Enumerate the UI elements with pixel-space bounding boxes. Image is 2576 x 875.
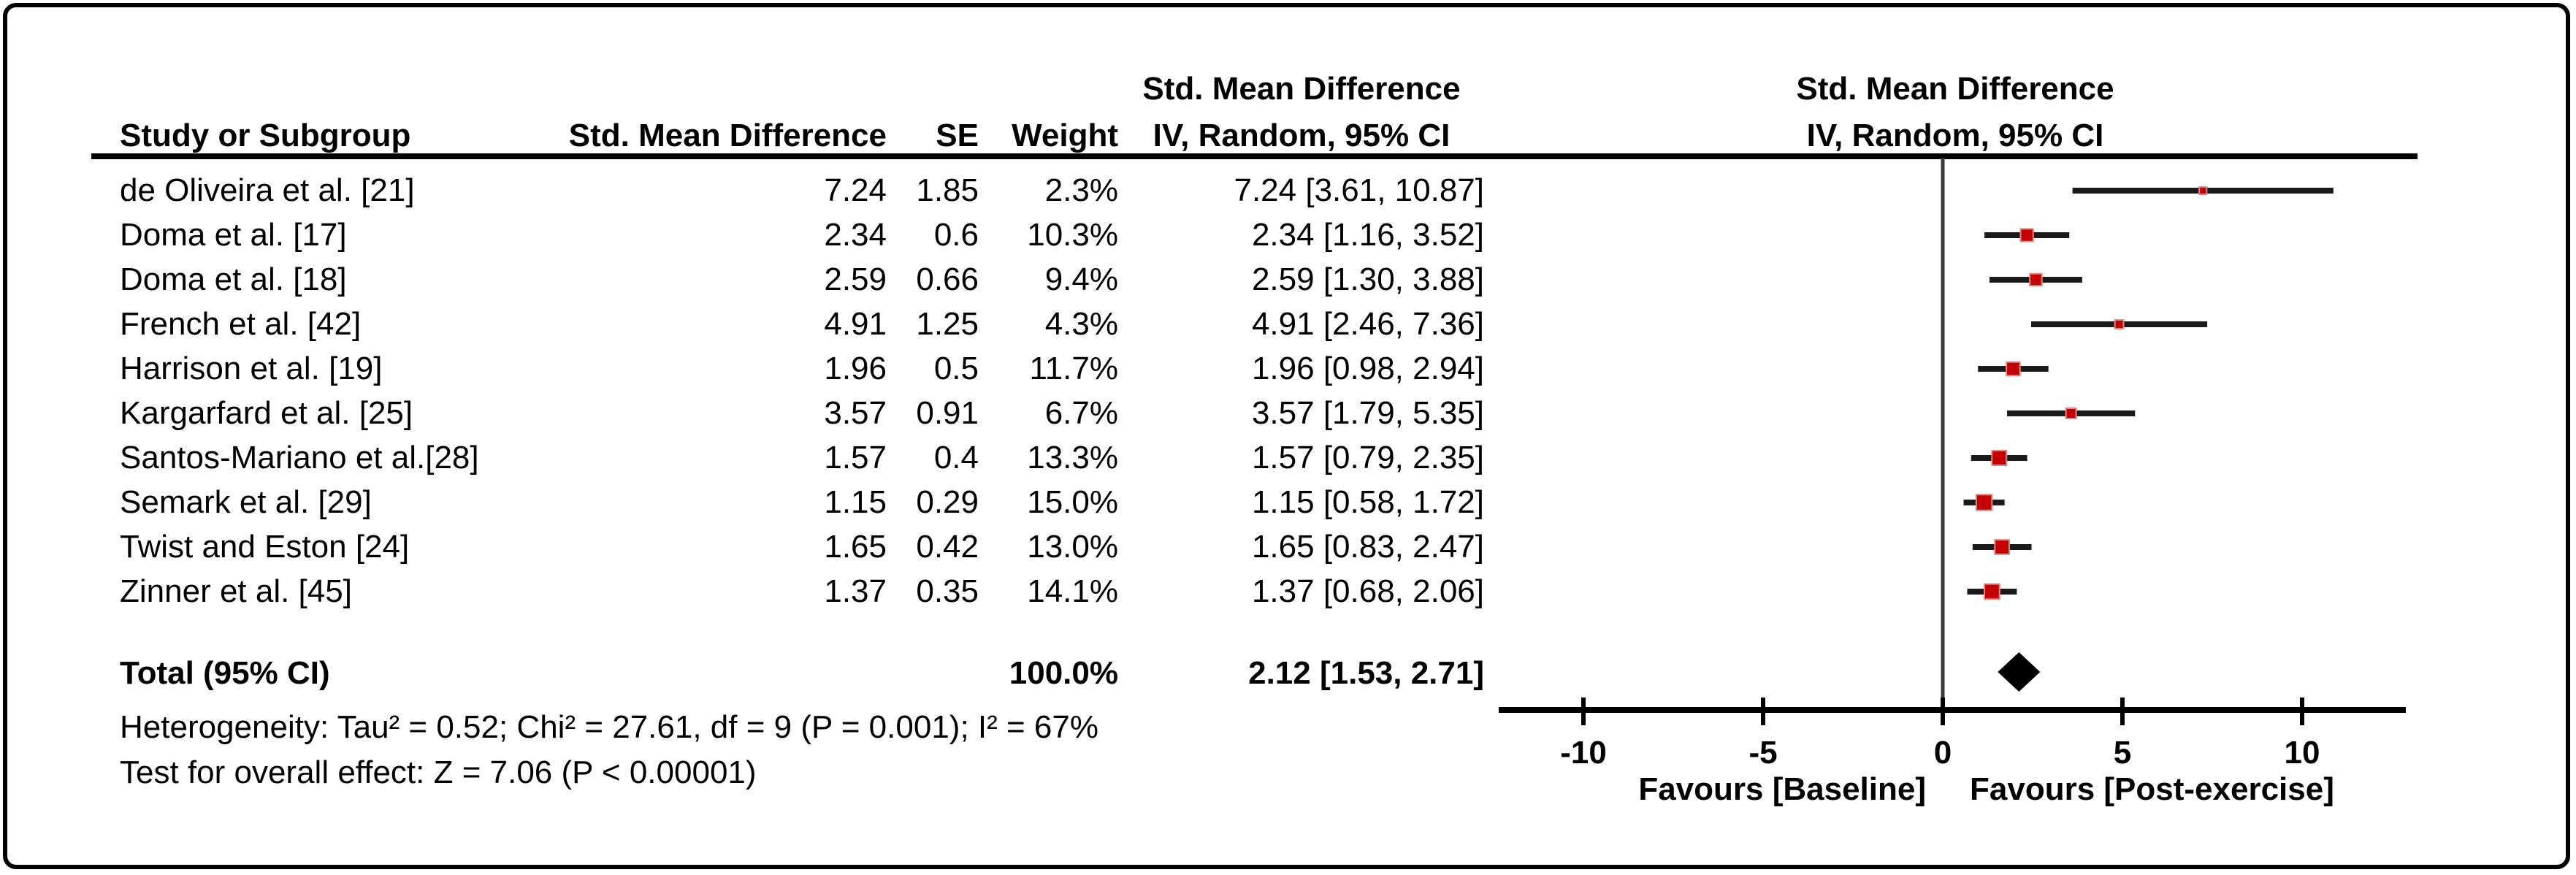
plot-header-line1: Std. Mean Difference — [1796, 71, 2114, 107]
weight-value: 6.7% — [1044, 395, 1118, 431]
axis-tick-label: -5 — [1748, 735, 1777, 771]
effect-marker — [2019, 228, 2034, 242]
heterogeneity-text: Heterogeneity: Tau² = 0.52; Chi² = 27.61… — [120, 709, 1098, 745]
smd-value: 1.65 — [824, 529, 887, 565]
effect-marker — [2006, 361, 2021, 377]
se-value: 0.91 — [916, 395, 979, 431]
total-row: Total (95% CI) 100.0% 2.12 [1.53, 2.71] — [7, 651, 1541, 696]
stats-ci-header-line1: Std. Mean Difference — [1142, 71, 1461, 107]
study-label: Twist and Eston [24] — [120, 529, 410, 565]
smd-value: 2.34 — [824, 217, 887, 253]
ci-value: 1.65 [0.83, 2.47] — [1251, 529, 1484, 565]
study-label: Doma et al. [17] — [120, 217, 347, 253]
se-value: 0.42 — [916, 529, 979, 565]
column-header-weight: Weight — [1012, 118, 1118, 153]
se-value: 0.4 — [933, 440, 979, 475]
total-diamond — [1998, 652, 2041, 692]
smd-value: 4.91 — [824, 306, 887, 342]
study-label: Zinner et al. [45] — [120, 573, 352, 609]
study-label: Harrison et al. [19] — [120, 351, 383, 386]
study-label: Semark et al. [29] — [120, 484, 372, 520]
effect-marker — [2029, 272, 2043, 287]
effect-marker — [1975, 494, 1993, 511]
ci-value: 1.57 [0.79, 2.35] — [1251, 440, 1484, 475]
overall-effect-text: Test for overall effect: Z = 7.06 (P < 0… — [120, 754, 757, 790]
ci-value: 1.37 [0.68, 2.06] — [1251, 573, 1484, 609]
ci-value: 4.91 [2.46, 7.36] — [1251, 306, 1484, 342]
table-row: Doma et al. [17] 2.34 0.6 10.3% 2.34 [1.… — [7, 213, 1541, 258]
ci-value: 1.15 [0.58, 1.72] — [1251, 484, 1484, 520]
total-label: Total (95% CI) — [120, 655, 330, 691]
se-value: 0.35 — [916, 573, 979, 609]
header-separator — [91, 153, 2418, 159]
table-row: de Oliveira et al. [21] 7.24 1.85 2.3% 7… — [7, 168, 1541, 213]
se-value: 0.29 — [916, 484, 979, 520]
se-value: 1.85 — [916, 172, 979, 208]
table-row: Zinner et al. [45] 1.37 0.35 14.1% 1.37 … — [7, 569, 1541, 614]
ci-value: 1.96 [0.98, 2.94] — [1251, 351, 1484, 386]
table-row: French et al. [42] 4.91 1.25 4.3% 4.91 [… — [7, 302, 1541, 347]
effect-marker — [1991, 450, 2008, 466]
weight-value: 13.0% — [1027, 529, 1118, 565]
se-value: 1.25 — [916, 306, 979, 342]
ci-value: 2.34 [1.16, 3.52] — [1251, 217, 1484, 253]
study-label: Santos-Mariano et al.[28] — [120, 440, 479, 475]
weight-value: 14.1% — [1027, 573, 1118, 609]
weight-value: 10.3% — [1027, 217, 1118, 253]
effect-marker — [1984, 583, 2000, 600]
smd-value: 1.57 — [824, 440, 887, 475]
study-label: French et al. [42] — [120, 306, 362, 342]
table-row: Harrison et al. [19] 1.96 0.5 11.7% 1.96… — [7, 346, 1541, 391]
smd-value: 3.57 — [824, 395, 887, 431]
forest-plot-canvas: -10 -5 0 5 10 — [1499, 158, 2406, 771]
column-header-study: Study or Subgroup — [120, 118, 411, 153]
weight-value: 15.0% — [1027, 484, 1118, 520]
total-ci: 2.12 [1.53, 2.71] — [1248, 655, 1484, 691]
stats-ci-header-line2: IV, Random, 95% CI — [1153, 118, 1451, 153]
plot-header-line2: IV, Random, 95% CI — [1806, 118, 2104, 153]
axis-tick-label: 10 — [2285, 735, 2320, 771]
effect-marker — [2114, 319, 2125, 329]
ci-value: 7.24 [3.61, 10.87] — [1234, 172, 1484, 208]
ci-value: 2.59 [1.30, 3.88] — [1251, 261, 1484, 297]
column-header-se: SE — [936, 118, 979, 153]
smd-value: 7.24 — [824, 172, 887, 208]
weight-value: 11.7% — [1029, 351, 1119, 386]
weight-value: 9.4% — [1044, 261, 1118, 297]
smd-value: 1.15 — [824, 484, 887, 520]
se-value: 0.5 — [933, 351, 979, 386]
table-row: Kargarfard et al. [25] 3.57 0.91 6.7% 3.… — [7, 391, 1541, 436]
study-label: Doma et al. [18] — [120, 261, 347, 297]
se-value: 0.66 — [916, 261, 979, 297]
study-label: Kargarfard et al. [25] — [120, 395, 413, 431]
table-row: Semark et al. [29] 1.15 0.29 15.0% 1.15 … — [7, 480, 1541, 525]
table-row: Doma et al. [18] 2.59 0.66 9.4% 2.59 [1.… — [7, 257, 1541, 302]
study-label: de Oliveira et al. [21] — [120, 172, 415, 208]
smd-value: 2.59 — [824, 261, 887, 297]
ci-value: 3.57 [1.79, 5.35] — [1251, 395, 1484, 431]
axis-label-right: Favours [Post-exercise] — [1970, 771, 2334, 807]
axis-label-left: Favours [Baseline] — [1638, 771, 1926, 807]
axis-tick-label: 0 — [1934, 735, 1952, 771]
table-row: Santos-Mariano et al.[28] 1.57 0.4 13.3%… — [7, 435, 1541, 481]
se-value: 0.6 — [933, 217, 979, 253]
smd-value: 1.37 — [824, 573, 887, 609]
table-row: Twist and Eston [24] 1.65 0.42 13.0% 1.6… — [7, 524, 1541, 570]
axis-tick-label: -10 — [1560, 735, 1607, 771]
effect-marker — [2065, 407, 2077, 420]
weight-value: 4.3% — [1044, 306, 1118, 342]
total-weight: 100.0% — [1009, 655, 1118, 691]
smd-value: 1.96 — [824, 351, 887, 386]
effect-marker — [2198, 186, 2208, 196]
axis-tick-label: 5 — [2114, 735, 2131, 771]
forest-plot: Std. Mean Difference Std. Mean Differenc… — [3, 3, 2570, 869]
weight-value: 2.3% — [1044, 172, 1118, 208]
effect-marker — [1994, 539, 2011, 555]
weight-value: 13.3% — [1027, 440, 1118, 475]
column-header-smd: Std. Mean Difference — [568, 118, 887, 153]
